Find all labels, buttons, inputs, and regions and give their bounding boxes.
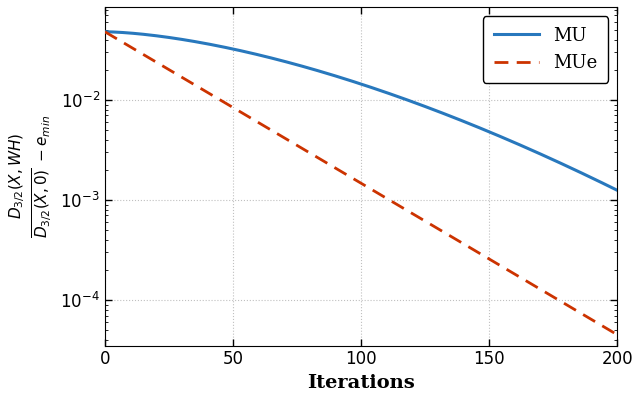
MU — [104, 30, 111, 34]
X-axis label: Iterations: Iterations — [307, 374, 415, 392]
MU — [288, 61, 296, 66]
MUe — [147, 57, 155, 61]
MUe — [378, 193, 385, 198]
MU — [378, 89, 385, 93]
Legend: MU, MUe: MU, MUe — [483, 16, 608, 83]
MUe — [613, 332, 621, 337]
Line: MU: MU — [105, 32, 617, 190]
MUe — [570, 306, 577, 311]
MU — [147, 33, 155, 38]
MU — [570, 167, 577, 172]
Y-axis label: $D_{3/2}(X,WH)$
$\overline{D_{3/2}(X,0)}$$\ - e_{min}$: $D_{3/2}(X,WH)$ $\overline{D_{3/2}(X,0)}… — [7, 115, 55, 238]
Line: MUe: MUe — [105, 32, 617, 335]
MUe — [288, 140, 296, 145]
MUe — [316, 157, 324, 162]
MUe — [101, 30, 109, 34]
MUe — [104, 31, 111, 36]
MU — [316, 69, 324, 74]
MU — [613, 188, 621, 193]
MU — [101, 30, 109, 34]
